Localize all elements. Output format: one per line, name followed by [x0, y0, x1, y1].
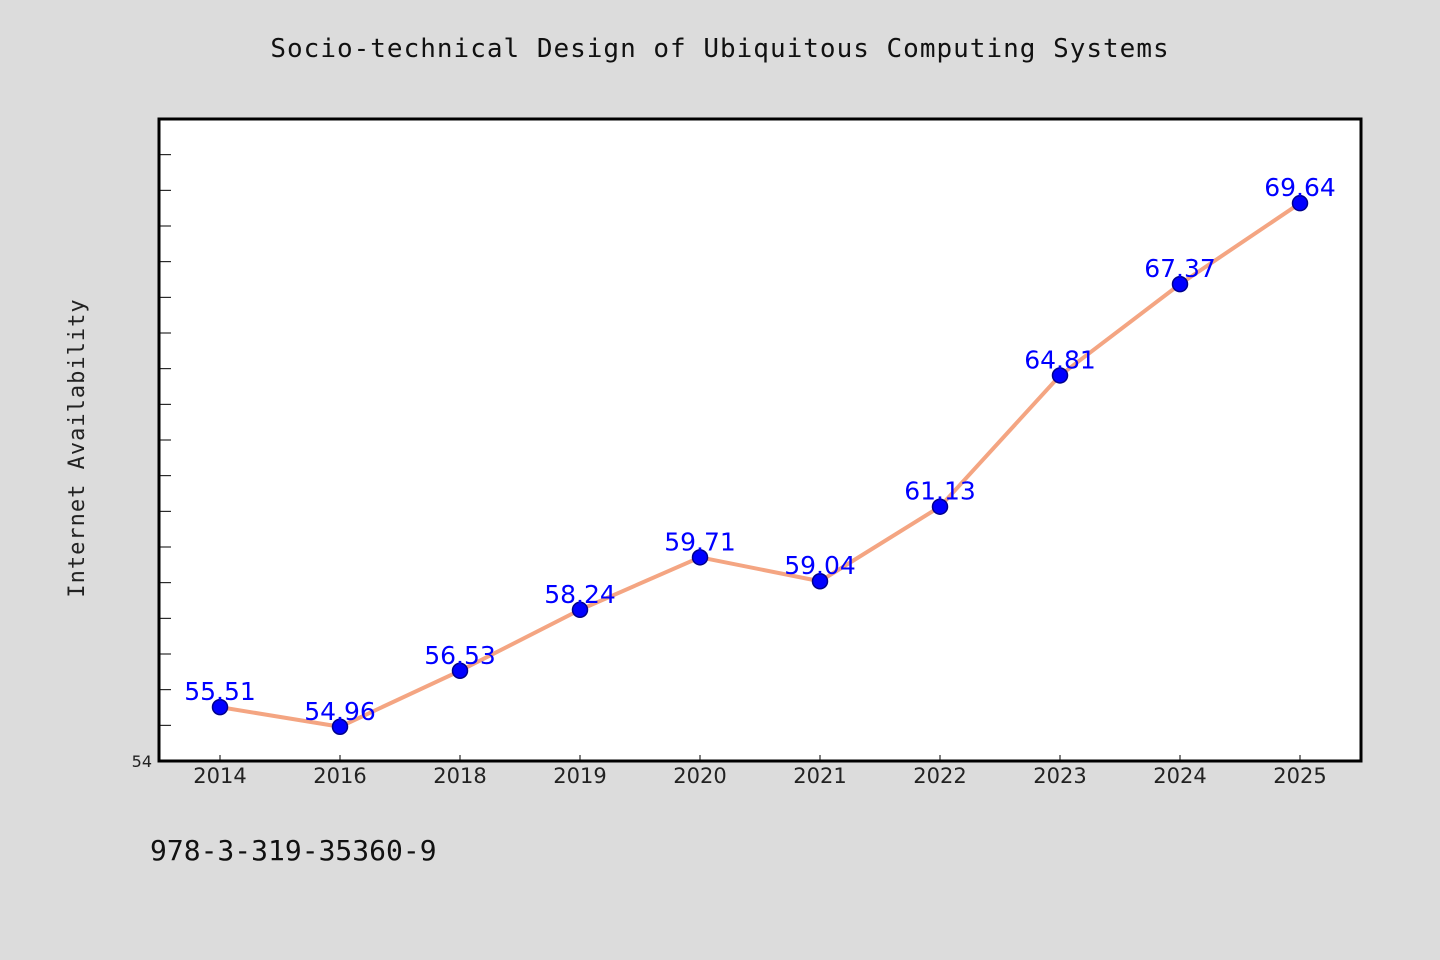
data-label: 55.51: [184, 677, 256, 706]
data-point: [451, 662, 469, 680]
chart-title: Socio-technical Design of Ubiquitous Com…: [270, 34, 1170, 64]
data-label: 61.13: [904, 477, 976, 506]
x-tick-label: 2014: [193, 764, 246, 788]
x-tick-label: 2020: [673, 764, 726, 788]
data-point: [571, 601, 589, 619]
x-tick-label: 2023: [1033, 764, 1086, 788]
data-label-layer: 55.51 54.96 56.53 58.24 59.71 59.04 61.13 64.81…: [184, 173, 1336, 726]
series-line: [218, 201, 1302, 729]
data-point: [1051, 367, 1069, 384]
plot-area: [159, 119, 1361, 761]
x-tick-label: 2019: [553, 764, 606, 788]
plot-frame: [157, 117, 1363, 763]
data-label: 59.04: [784, 551, 856, 580]
data-point: [1291, 194, 1309, 212]
data-label: 58.24: [544, 580, 616, 609]
data-label: 67.37: [1144, 254, 1216, 283]
x-tick-label: 2021: [793, 764, 846, 788]
data-point: [331, 718, 349, 736]
data-label: 59.71: [664, 527, 736, 556]
data-label: 56.53: [424, 641, 496, 670]
isbn-footer: 978-3-319-35360-9: [150, 834, 437, 867]
data-point: [691, 549, 709, 566]
data-label: 64.81: [1024, 345, 1096, 374]
data-point: [811, 572, 829, 590]
x-tick-label: 2018: [433, 764, 486, 788]
x-axis-tick-labels: 2014 2016 2018 2019 2020 2021 2022 2023 2024 2025: [193, 755, 1327, 788]
x-tick-label: 2016: [313, 764, 366, 788]
y-tick-label: 54: [132, 752, 152, 771]
data-point: [1171, 275, 1189, 293]
data-label: 54.96: [304, 697, 376, 726]
x-tick-label: 2022: [913, 764, 966, 788]
y-axis-label: Internet Availability: [65, 298, 90, 597]
data-point: [931, 498, 949, 515]
data-label: 69.64: [1264, 173, 1336, 202]
y-axis-ticks: 54: [132, 154, 171, 771]
x-tick-label: 2025: [1273, 764, 1326, 788]
series-layer: [211, 194, 1309, 736]
x-tick-label: 2024: [1153, 764, 1206, 788]
data-point: [211, 698, 229, 716]
